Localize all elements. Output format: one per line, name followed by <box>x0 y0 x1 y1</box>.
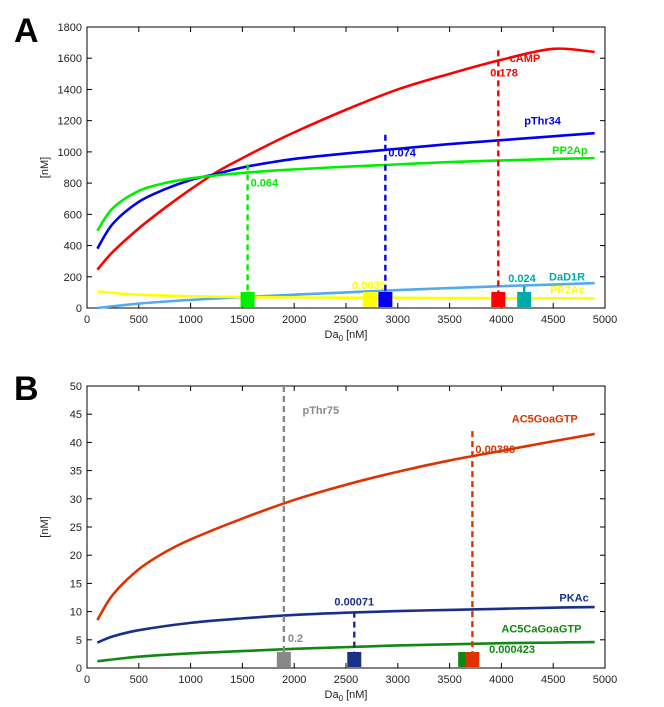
marker-square-pthr34 <box>378 292 393 307</box>
marker-value-label-pthr75: 0.2 <box>288 633 303 645</box>
series-name-label-pthr34: pThr34 <box>524 116 562 128</box>
y-axis-title: [nM] <box>39 157 51 178</box>
series-line-pthr34 <box>96 131 595 250</box>
y-tick-label: 10 <box>70 607 82 619</box>
y-tick-label: 20 <box>70 550 82 562</box>
x-tick-label: 4500 <box>541 314 565 326</box>
y-tick-label: 35 <box>70 466 82 478</box>
x-tick-label: 0 <box>84 314 90 326</box>
x-tick-label: 5000 <box>593 674 617 686</box>
x-axis-title: Da0 [nM] <box>325 689 368 703</box>
y-tick-label: 1400 <box>58 84 82 96</box>
x-tick-label: 1500 <box>230 674 254 686</box>
x-tick-label: 3500 <box>437 674 461 686</box>
marker-square-pp2ap <box>240 292 255 307</box>
x-tick-label: 4500 <box>541 674 565 686</box>
marker-value-label-camp: 0.178 <box>490 67 518 79</box>
x-tick-label: 500 <box>130 674 148 686</box>
marker-square-camp <box>491 292 506 307</box>
series-name-label-pkac: PKAc <box>559 592 588 604</box>
y-tick-label: 50 <box>70 381 82 393</box>
marker-value-label-dad1r: 0.024 <box>508 273 536 285</box>
y-tick-label: 400 <box>64 241 82 253</box>
y-tick-label: 0 <box>76 663 82 675</box>
y-tick-label: 1200 <box>58 116 82 128</box>
marker-square-dad1r <box>517 292 532 307</box>
y-axis-title: [nM] <box>39 516 51 537</box>
y-tick-label: 200 <box>64 272 82 284</box>
series-name-label-ac5cagoagtp: AC5CaGoaGTP <box>501 623 581 635</box>
series-line-ac5goagtp <box>96 432 595 621</box>
x-tick-label: 500 <box>130 314 148 326</box>
series-line-camp <box>96 47 595 271</box>
y-tick-label: 25 <box>70 522 82 534</box>
chart-panel-a: A0 500 1000 1500 2000 2500 3000 3500 4000 4500 500… <box>14 12 617 343</box>
series-name-label-pp2ac: PP2Ac <box>550 285 585 297</box>
x-tick-label: 3000 <box>386 674 410 686</box>
marker-square-ac5goagtp <box>465 652 480 667</box>
x-tick-label: 1000 <box>178 314 202 326</box>
x-tick-label: 0 <box>84 674 90 686</box>
marker-value-label-ac5cagoagtp: 0.000423 <box>489 644 535 656</box>
series-name-label-ac5goagtp: AC5GoaGTP <box>512 414 578 426</box>
marker-value-label-pp2ac: 0.0035 <box>352 280 386 292</box>
series-name-label-pthr75: pThr75 <box>302 405 339 417</box>
y-tick-label: 0 <box>76 303 82 315</box>
x-tick-label: 2000 <box>282 314 306 326</box>
x-tick-label: 3500 <box>437 314 461 326</box>
y-tick-label: 1600 <box>58 53 82 65</box>
series-name-label-camp: cAMP <box>510 53 541 65</box>
x-axis-title: Da0 [nM] <box>325 329 368 343</box>
x-tick-label: 2500 <box>334 314 358 326</box>
series-line-dad1r <box>97 281 595 310</box>
panel-label: A <box>14 12 39 50</box>
y-tick-label: 40 <box>70 437 82 449</box>
series-line-pp2ac <box>97 290 595 300</box>
x-tick-label: 2000 <box>282 674 306 686</box>
series-line-ac5cagoagtp <box>97 640 595 663</box>
y-tick-label: 5 <box>76 635 82 647</box>
marker-value-label-pkac: 0.00071 <box>334 597 374 609</box>
y-tick-label: 600 <box>64 209 82 221</box>
marker-value-label-ac5goagtp: 0.00386 <box>475 444 515 456</box>
series-line-pp2ap <box>96 156 595 232</box>
marker-square-pp2ac <box>362 292 377 307</box>
marker-square-pthr75 <box>276 652 291 667</box>
x-tick-label: 4000 <box>489 314 513 326</box>
x-tick-label: 1500 <box>230 314 254 326</box>
marker-value-label-pp2ap: 0.064 <box>251 177 279 189</box>
y-tick-label: 15 <box>70 578 82 590</box>
y-tick-label: 1000 <box>58 147 82 159</box>
y-tick-label: 800 <box>64 178 82 190</box>
chart-panel-b: B0 500 1000 1500 2000 2500 3000 3500 4000 4500 500… <box>14 370 617 703</box>
series-name-label-pp2ap: PP2Ap <box>552 145 588 157</box>
x-tick-label: 5000 <box>593 314 617 326</box>
series-line-pkac <box>96 605 595 644</box>
x-tick-label: 3000 <box>386 314 410 326</box>
y-tick-label: 45 <box>70 409 82 421</box>
y-tick-label: 30 <box>70 494 82 506</box>
marker-square-pkac <box>347 652 362 667</box>
x-tick-label: 2500 <box>334 674 358 686</box>
marker-value-label-pthr34: 0.074 <box>388 148 416 160</box>
x-tick-label: 4000 <box>489 674 513 686</box>
panel-label: B <box>14 370 39 408</box>
series-name-label-dad1r: DaD1R <box>549 272 585 284</box>
x-tick-label: 1000 <box>178 674 202 686</box>
y-tick-label: 1800 <box>58 22 82 34</box>
